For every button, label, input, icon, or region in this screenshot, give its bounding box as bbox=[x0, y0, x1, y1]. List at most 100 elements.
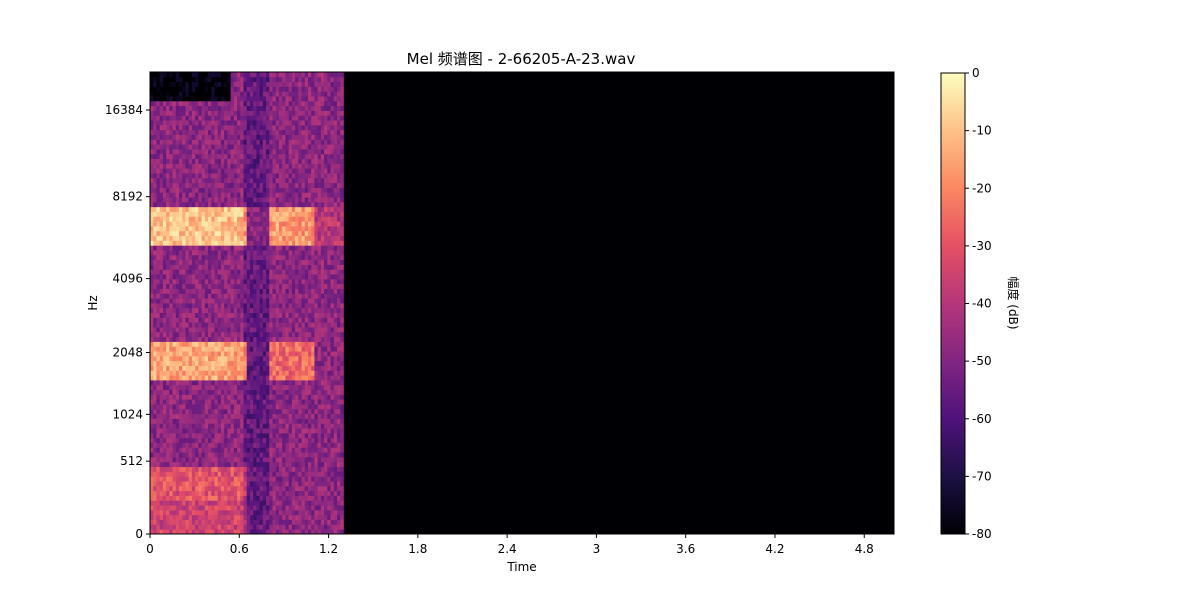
spectrogram-cell bbox=[278, 413, 283, 419]
spectrogram-cell bbox=[304, 288, 309, 294]
spectrogram-cell bbox=[285, 355, 290, 362]
spectrogram-cell bbox=[162, 327, 167, 333]
spectrogram-cell bbox=[233, 500, 238, 506]
spectrogram-cell bbox=[327, 303, 331, 309]
spectrogram-cell bbox=[214, 355, 219, 362]
spectrogram-cell bbox=[182, 529, 186, 535]
spectrogram-cell bbox=[256, 144, 261, 150]
spectrogram-cell bbox=[201, 351, 206, 357]
spectrogram-cell bbox=[166, 394, 170, 400]
spectrogram-cell bbox=[217, 505, 222, 511]
spectrogram-cell bbox=[169, 476, 173, 482]
spectrogram-cell bbox=[314, 399, 319, 405]
spectrogram-cell bbox=[295, 293, 299, 299]
spectrogram-cell bbox=[166, 173, 170, 179]
spectrogram-cell bbox=[162, 173, 167, 179]
spectrogram-cell bbox=[246, 197, 251, 203]
spectrogram-cell bbox=[179, 399, 183, 405]
spectrogram-cell bbox=[214, 452, 219, 458]
spectrogram-cell bbox=[333, 201, 338, 208]
spectrogram-cell bbox=[333, 288, 338, 294]
spectrogram-cell bbox=[182, 457, 186, 463]
spectrogram-cell bbox=[227, 466, 231, 472]
spectrogram-cell bbox=[285, 211, 290, 217]
spectrogram-cell bbox=[288, 168, 293, 174]
spectrogram-cell bbox=[301, 457, 306, 463]
spectrogram-cell bbox=[253, 471, 257, 477]
spectrogram-cell bbox=[272, 505, 277, 511]
spectrogram-cell bbox=[259, 485, 264, 492]
spectrogram-cell bbox=[298, 206, 302, 212]
spectrogram-cell bbox=[243, 259, 248, 265]
spectrogram-cell bbox=[175, 432, 180, 439]
spectrogram-cell bbox=[291, 259, 296, 265]
spectrogram-cell bbox=[259, 437, 264, 443]
spectrogram-cell bbox=[208, 432, 212, 439]
spectrogram-cell bbox=[324, 303, 328, 309]
spectrogram-cell bbox=[282, 211, 286, 217]
spectrogram-cell bbox=[159, 524, 164, 530]
spectrogram-cell bbox=[291, 399, 296, 405]
spectrogram-cell bbox=[253, 298, 257, 304]
spectrogram-cell bbox=[237, 254, 241, 261]
spectrogram-cell bbox=[269, 355, 273, 362]
spectrogram-cell bbox=[198, 471, 202, 477]
spectrogram-cell bbox=[162, 182, 167, 188]
spectrogram-cell bbox=[301, 235, 306, 241]
spectrogram-cell bbox=[301, 351, 306, 357]
spectrogram-cell bbox=[179, 173, 183, 179]
spectrogram-cell bbox=[272, 259, 277, 265]
spectrogram-cell bbox=[211, 211, 215, 217]
spectrogram-cell bbox=[304, 413, 309, 419]
spectrogram-cell bbox=[311, 139, 315, 145]
spectrogram-cell bbox=[301, 197, 306, 203]
spectrogram-cell bbox=[175, 457, 180, 463]
spectrogram-cell bbox=[269, 192, 273, 198]
spectrogram-cell bbox=[195, 129, 199, 135]
spectrogram-cell bbox=[237, 288, 241, 294]
spectrogram-cell bbox=[150, 399, 154, 405]
spectrogram-cell bbox=[240, 514, 244, 520]
spectrogram-cell bbox=[275, 288, 280, 294]
spectrogram-cell bbox=[243, 485, 248, 492]
spectrogram-cell bbox=[195, 250, 199, 256]
spectrogram-cell bbox=[249, 466, 254, 472]
spectrogram-cell bbox=[327, 153, 331, 160]
spectrogram-cell bbox=[266, 327, 270, 333]
spectrogram-cell bbox=[249, 192, 254, 198]
spectrogram-cell bbox=[204, 370, 209, 376]
spectrogram-cell bbox=[198, 514, 202, 520]
spectrogram-cell bbox=[278, 144, 283, 150]
spectrogram-cell bbox=[295, 153, 299, 160]
spectrogram-cell bbox=[311, 250, 315, 256]
spectrogram-cell bbox=[295, 139, 299, 145]
spectrogram-cell bbox=[169, 230, 173, 237]
spectrogram-cell bbox=[246, 283, 251, 289]
spectrogram-cell bbox=[188, 408, 193, 415]
spectrogram-cell bbox=[162, 471, 167, 477]
spectrogram-cell bbox=[159, 211, 164, 217]
spectrogram-cell bbox=[336, 457, 341, 463]
spectrogram-cell bbox=[275, 149, 280, 155]
spectrogram-cell bbox=[227, 471, 231, 477]
spectrogram-cell bbox=[259, 211, 264, 217]
spectrogram-cell bbox=[327, 187, 331, 193]
spectrogram-cell bbox=[169, 399, 173, 405]
spectrogram-cell bbox=[298, 365, 302, 371]
spectrogram-cell bbox=[320, 418, 325, 424]
spectrogram-cell bbox=[314, 201, 319, 208]
spectrogram-cell bbox=[243, 149, 248, 155]
spectrogram-cell bbox=[201, 303, 206, 309]
spectrogram-cell bbox=[275, 264, 280, 270]
spectrogram-cell bbox=[220, 476, 225, 482]
spectrogram-cell bbox=[249, 505, 254, 511]
spectrogram-cell bbox=[156, 283, 161, 289]
spectrogram-cell bbox=[253, 226, 257, 232]
spectrogram-cell bbox=[166, 177, 170, 184]
spectrogram-cell bbox=[307, 413, 312, 419]
spectrogram-cell bbox=[175, 293, 180, 299]
spectrogram-cell bbox=[311, 519, 315, 525]
spectrogram-cell bbox=[156, 452, 161, 458]
spectrogram-cell bbox=[266, 365, 270, 371]
spectrogram-cell bbox=[230, 149, 235, 155]
